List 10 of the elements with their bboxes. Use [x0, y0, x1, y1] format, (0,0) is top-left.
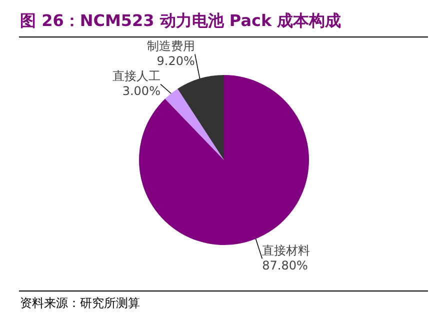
- pie-slice: [178, 75, 224, 160]
- slice-label: 制造费用: [146, 39, 195, 54]
- slice-label: 直接人工: [112, 69, 160, 84]
- text: 资料来源：研究所测算: [20, 296, 140, 310]
- data-label: 9.20%: [156, 54, 195, 68]
- chart-title: 图 26：NCM523 动力电池 Pack 成本构成: [20, 11, 342, 30]
- pie-slice: [165, 88, 224, 160]
- slice-label: 直接材料: [262, 244, 310, 258]
- data-label: 3.00%: [122, 84, 160, 98]
- data-label: 87.80%: [262, 258, 308, 273]
